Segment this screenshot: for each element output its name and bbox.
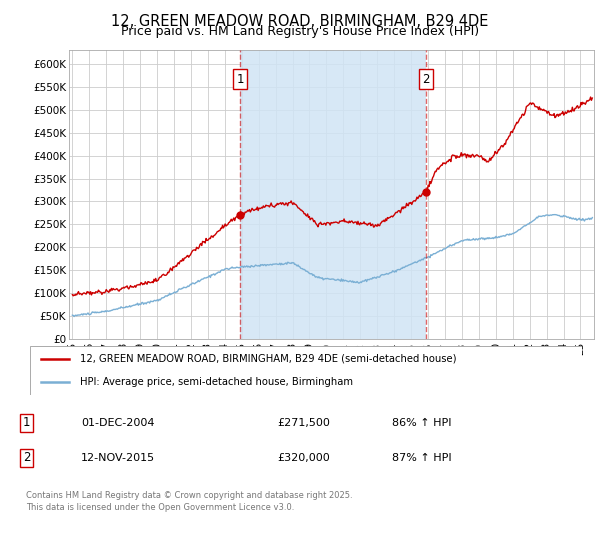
Text: 1: 1 [23, 416, 30, 430]
Text: 12, GREEN MEADOW ROAD, BIRMINGHAM, B29 4DE (semi-detached house): 12, GREEN MEADOW ROAD, BIRMINGHAM, B29 4… [80, 354, 456, 364]
Text: 1: 1 [236, 73, 244, 86]
Text: 2: 2 [422, 73, 430, 86]
Text: 87% ↑ HPI: 87% ↑ HPI [392, 453, 452, 463]
Text: 12-NOV-2015: 12-NOV-2015 [81, 453, 155, 463]
Text: £320,000: £320,000 [277, 453, 330, 463]
Text: HPI: Average price, semi-detached house, Birmingham: HPI: Average price, semi-detached house,… [80, 377, 353, 388]
Text: £271,500: £271,500 [277, 418, 330, 428]
Text: 01-DEC-2004: 01-DEC-2004 [81, 418, 155, 428]
Text: Price paid vs. HM Land Registry's House Price Index (HPI): Price paid vs. HM Land Registry's House … [121, 25, 479, 38]
FancyBboxPatch shape [30, 346, 582, 395]
Text: 86% ↑ HPI: 86% ↑ HPI [392, 418, 452, 428]
Text: Contains HM Land Registry data © Crown copyright and database right 2025.
This d: Contains HM Land Registry data © Crown c… [26, 491, 353, 512]
Text: 12, GREEN MEADOW ROAD, BIRMINGHAM, B29 4DE: 12, GREEN MEADOW ROAD, BIRMINGHAM, B29 4… [112, 14, 488, 29]
Text: 2: 2 [23, 451, 30, 464]
Bar [241, 50, 426, 339]
